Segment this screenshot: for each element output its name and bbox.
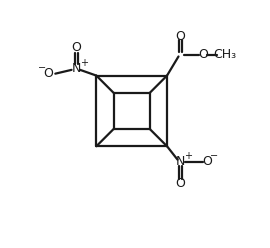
Text: +: + xyxy=(184,151,192,161)
Text: −: − xyxy=(38,63,46,73)
Text: O: O xyxy=(176,30,185,43)
Text: N: N xyxy=(72,62,81,75)
Text: O: O xyxy=(198,48,208,61)
Text: O: O xyxy=(44,67,53,80)
Text: N: N xyxy=(176,155,185,168)
Text: O: O xyxy=(71,41,81,54)
Text: CH₃: CH₃ xyxy=(214,48,237,61)
Text: O: O xyxy=(176,177,185,190)
Text: O: O xyxy=(202,155,212,168)
Text: −: − xyxy=(210,151,218,161)
Text: +: + xyxy=(80,58,87,68)
